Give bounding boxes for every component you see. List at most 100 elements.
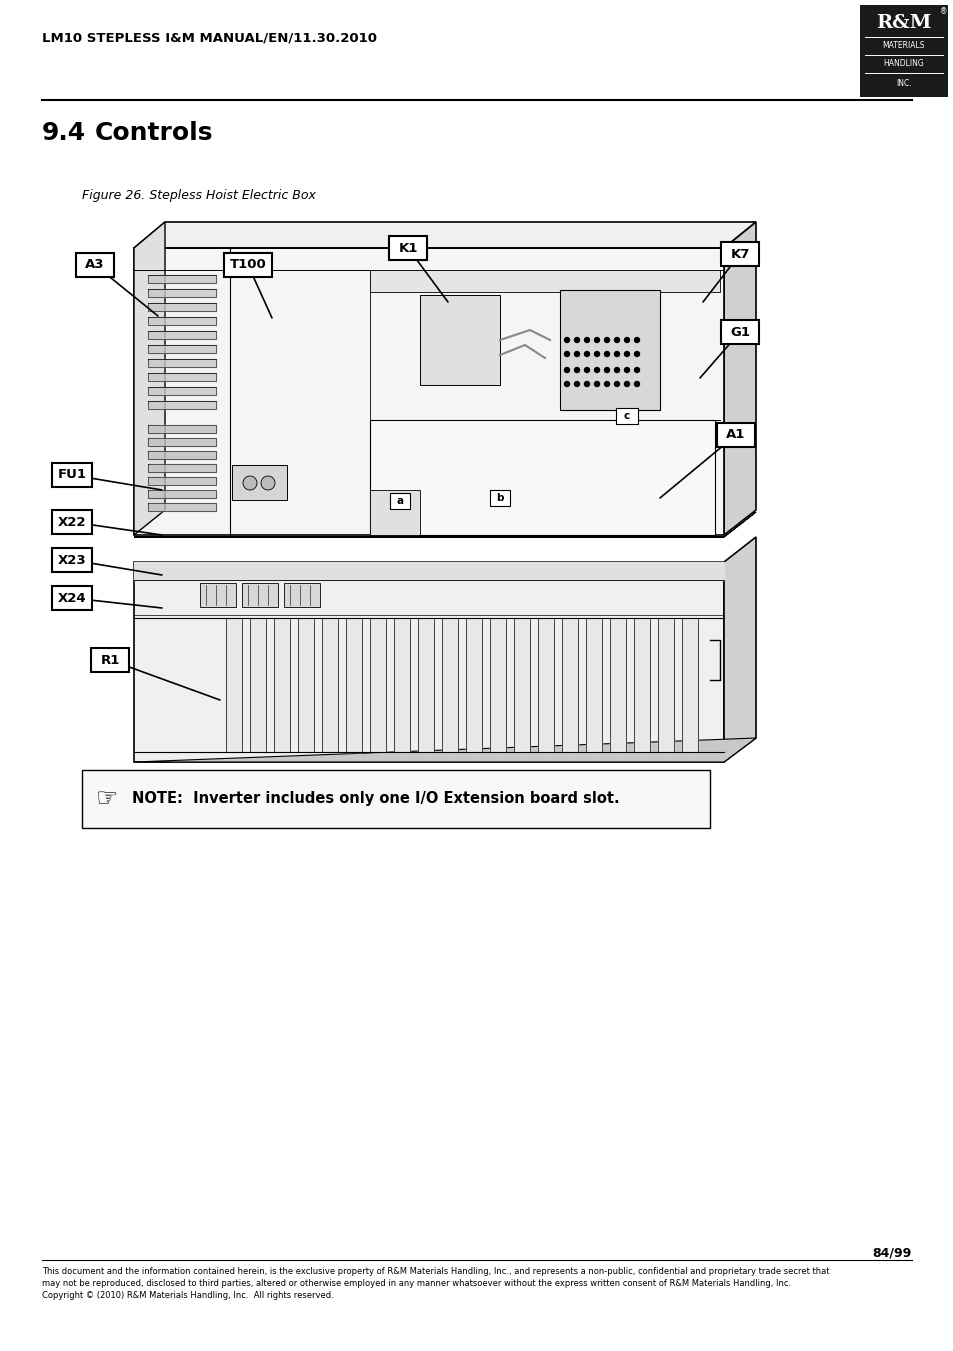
Circle shape [594, 381, 598, 386]
Circle shape [624, 381, 629, 386]
Polygon shape [148, 463, 215, 471]
FancyBboxPatch shape [52, 463, 91, 486]
Circle shape [614, 351, 618, 357]
Circle shape [624, 367, 629, 373]
Circle shape [584, 338, 589, 343]
Circle shape [261, 476, 274, 490]
Circle shape [243, 476, 256, 490]
FancyBboxPatch shape [284, 584, 319, 607]
Circle shape [624, 338, 629, 343]
FancyBboxPatch shape [616, 408, 638, 424]
Circle shape [594, 351, 598, 357]
FancyBboxPatch shape [859, 5, 947, 97]
Polygon shape [681, 617, 698, 753]
Polygon shape [226, 617, 242, 753]
FancyBboxPatch shape [52, 509, 91, 534]
Polygon shape [133, 738, 755, 762]
Circle shape [584, 351, 589, 357]
Polygon shape [537, 617, 554, 753]
FancyBboxPatch shape [91, 648, 129, 671]
Circle shape [574, 351, 578, 357]
Polygon shape [133, 512, 755, 536]
Circle shape [634, 338, 639, 343]
Polygon shape [370, 490, 419, 535]
Circle shape [564, 367, 569, 373]
Circle shape [564, 351, 569, 357]
Polygon shape [561, 617, 578, 753]
Polygon shape [723, 536, 755, 762]
Text: K1: K1 [398, 242, 417, 254]
Text: ☞: ☞ [95, 788, 118, 811]
Circle shape [594, 338, 598, 343]
Circle shape [614, 381, 618, 386]
Text: 84/99: 84/99 [872, 1247, 911, 1259]
Text: A3: A3 [85, 258, 105, 272]
Text: Controls: Controls [95, 122, 213, 145]
Polygon shape [133, 562, 723, 762]
Polygon shape [585, 617, 601, 753]
Text: K7: K7 [730, 247, 749, 261]
Circle shape [564, 338, 569, 343]
Circle shape [624, 351, 629, 357]
FancyBboxPatch shape [717, 423, 754, 447]
Polygon shape [370, 617, 386, 753]
Polygon shape [394, 617, 410, 753]
Polygon shape [133, 222, 165, 535]
Text: a: a [396, 496, 403, 507]
Text: X23: X23 [57, 554, 86, 566]
Polygon shape [148, 289, 215, 297]
Text: HANDLING: HANDLING [882, 59, 923, 69]
Polygon shape [148, 401, 215, 409]
Text: INC.: INC. [895, 78, 911, 88]
Circle shape [564, 381, 569, 386]
FancyBboxPatch shape [200, 584, 235, 607]
FancyBboxPatch shape [52, 549, 91, 571]
FancyBboxPatch shape [720, 320, 759, 345]
FancyBboxPatch shape [52, 586, 91, 611]
Polygon shape [417, 617, 434, 753]
Polygon shape [148, 276, 215, 282]
Polygon shape [609, 617, 625, 753]
Text: R&M: R&M [876, 14, 931, 32]
Circle shape [634, 351, 639, 357]
Polygon shape [441, 617, 457, 753]
Polygon shape [133, 222, 755, 249]
Polygon shape [148, 490, 215, 499]
Polygon shape [514, 617, 530, 753]
Polygon shape [148, 359, 215, 367]
Polygon shape [346, 617, 361, 753]
Text: ®: ® [940, 8, 946, 16]
FancyBboxPatch shape [242, 584, 277, 607]
Text: FU1: FU1 [57, 469, 87, 481]
FancyBboxPatch shape [419, 295, 499, 385]
Text: b: b [496, 493, 503, 503]
Circle shape [634, 367, 639, 373]
FancyBboxPatch shape [224, 253, 272, 277]
Polygon shape [490, 617, 505, 753]
FancyBboxPatch shape [82, 770, 709, 828]
Polygon shape [297, 617, 314, 753]
FancyBboxPatch shape [389, 236, 427, 259]
FancyBboxPatch shape [490, 490, 510, 507]
Polygon shape [148, 438, 215, 446]
Text: G1: G1 [729, 326, 749, 339]
Text: R1: R1 [100, 654, 119, 666]
Polygon shape [133, 249, 723, 535]
Polygon shape [148, 331, 215, 339]
Polygon shape [148, 317, 215, 326]
Polygon shape [148, 503, 215, 511]
Text: This document and the information contained herein, is the exclusive property of: This document and the information contai… [42, 1267, 828, 1275]
Polygon shape [465, 617, 481, 753]
Text: X22: X22 [58, 516, 86, 528]
FancyBboxPatch shape [720, 242, 759, 266]
Polygon shape [658, 617, 673, 753]
Text: LM10 STEPLESS I&M MANUAL/EN/11.30.2010: LM10 STEPLESS I&M MANUAL/EN/11.30.2010 [42, 31, 376, 45]
FancyBboxPatch shape [370, 420, 714, 535]
Polygon shape [634, 617, 649, 753]
Text: NOTE:  Inverter includes only one I/O Extension board slot.: NOTE: Inverter includes only one I/O Ext… [132, 792, 619, 807]
Circle shape [584, 367, 589, 373]
Polygon shape [133, 562, 723, 580]
Circle shape [594, 367, 598, 373]
Text: A1: A1 [725, 428, 745, 442]
Text: X24: X24 [57, 592, 86, 604]
